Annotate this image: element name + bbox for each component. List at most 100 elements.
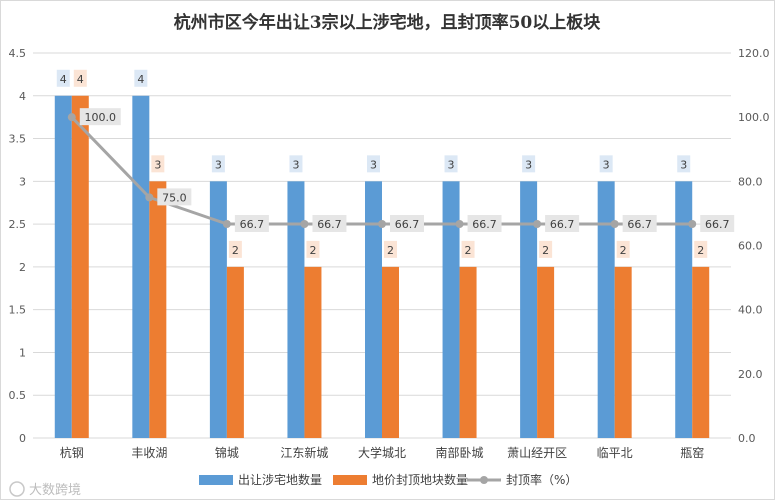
left-axis: 0 0.5 1 1.5 2 2.5 3 3.5 4 4.5 <box>9 47 27 445</box>
data-label-supply: 3 <box>292 158 299 171</box>
data-label-rate-bg <box>622 215 657 233</box>
left-tick-label: 4.5 <box>9 47 27 60</box>
data-label-supply-bg <box>444 155 458 173</box>
data-label-capped-bg <box>616 240 630 258</box>
watermark: 大数跨境 <box>9 481 81 498</box>
left-tick-label: 1 <box>19 346 26 359</box>
bar-group: 32 <box>442 155 477 439</box>
bar-capped <box>71 95 89 439</box>
data-label-supply-bg <box>289 155 303 173</box>
bar-supply <box>675 181 693 439</box>
data-label-rate: 75.0 <box>162 191 187 204</box>
line-series: 100.0 75.0 66.7 66.7 66.7 66.7 66.7 66.7 66.7 <box>67 108 735 233</box>
bar-group: 32 <box>209 155 244 439</box>
legend-swatch-supply <box>199 475 233 485</box>
bar-group: 32 <box>287 155 322 439</box>
data-label-rate-bg <box>545 215 580 233</box>
right-tick-label: 80.0 <box>738 175 763 188</box>
data-label-capped-bg <box>384 240 397 258</box>
bar-capped <box>382 266 399 438</box>
category-label: 萧山经开区 <box>507 446 567 460</box>
data-label-capped: 2 <box>309 244 316 257</box>
data-label-rate-bg <box>157 188 192 206</box>
data-label-capped-bg <box>73 69 87 87</box>
rate-point <box>300 220 309 229</box>
bar-capped <box>149 181 167 439</box>
watermark-logo-icon <box>9 481 25 497</box>
bar-group: 32 <box>365 155 399 439</box>
data-label-supply: 4 <box>137 73 144 86</box>
bar-capped <box>459 266 477 438</box>
right-tick-label: 100.0 <box>738 111 770 124</box>
data-label-supply: 4 <box>60 73 67 86</box>
bar-supply <box>597 181 615 439</box>
bar-supply <box>54 95 72 439</box>
data-label-supply-bg <box>134 69 148 87</box>
rate-point <box>455 220 464 229</box>
category-label: 丰收湖 <box>131 445 167 460</box>
legend-label-supply: 出让涉宅地数量 <box>238 472 322 487</box>
bar-capped <box>537 266 555 438</box>
data-label-rate: 66.7 <box>317 218 342 231</box>
data-label-supply-bg <box>211 155 225 173</box>
bar-group: 32 <box>675 155 710 439</box>
bar-group: 32 <box>520 155 555 439</box>
data-label-capped-bg <box>306 240 320 258</box>
left-tick-label: 2 <box>19 261 26 274</box>
legend: 出让涉宅地数量 地价封顶地块数量 封顶率（%） <box>199 472 577 487</box>
data-label-rate: 66.7 <box>395 218 420 231</box>
bar-capped <box>226 266 244 438</box>
rate-point <box>145 193 154 202</box>
data-label-capped: 2 <box>465 244 472 257</box>
rate-point <box>533 220 542 229</box>
left-tick-label: 4 <box>19 90 26 103</box>
data-label-capped: 3 <box>154 158 161 171</box>
data-label-rate: 66.7 <box>705 218 730 231</box>
bar-capped <box>614 266 632 438</box>
right-tick-label: 40.0 <box>738 304 763 317</box>
bar-supply <box>520 181 538 439</box>
data-label-supply: 3 <box>448 158 455 171</box>
bar-supply <box>442 181 460 439</box>
bar-group: 43 <box>132 69 167 439</box>
chart-title: 杭州市区今年出让3宗以上涉宅地，且封顶率50以上板块 <box>174 12 601 33</box>
data-label-supply: 3 <box>603 158 610 171</box>
data-label-rate: 66.7 <box>550 218 575 231</box>
rate-point <box>610 220 619 229</box>
data-label-rate: 66.7 <box>240 218 265 231</box>
legend-marker-rate <box>480 476 488 484</box>
legend-label-rate: 封顶率（%） <box>506 472 577 487</box>
bar-supply <box>287 181 305 439</box>
data-label-rate-bg <box>467 215 502 233</box>
data-label-rate: 100.0 <box>85 111 117 124</box>
right-tick-label: 60.0 <box>738 240 763 253</box>
rate-point <box>222 220 231 229</box>
data-label-rate-bg <box>234 215 269 233</box>
data-label-rate: 66.7 <box>627 218 652 231</box>
right-tick-label: 20.0 <box>738 368 763 381</box>
watermark-text: 大数跨境 <box>29 483 81 498</box>
left-tick-label: 1.5 <box>9 304 27 317</box>
left-tick-label: 2.5 <box>9 218 27 231</box>
data-label-rate-bg <box>312 215 347 233</box>
category-axis: 杭钢 丰收湖 锦城 江东新城 大学城北 南部卧城 萧山经开区 临平北 瓶窑 <box>60 445 704 460</box>
rate-point <box>688 220 697 229</box>
bar-supply <box>209 181 227 439</box>
data-label-supply-bg <box>56 69 70 87</box>
left-tick-label: 0 <box>19 432 26 445</box>
data-label-rate-bg <box>390 215 424 233</box>
right-tick-label: 0.0 <box>738 432 756 445</box>
data-label-capped-bg <box>228 240 242 258</box>
data-label-supply-bg <box>522 155 536 173</box>
category-label: 杭钢 <box>60 445 84 460</box>
bar-supply <box>132 95 150 439</box>
data-label-capped: 2 <box>387 244 394 257</box>
left-tick-label: 0.5 <box>9 389 27 402</box>
category-label: 临平北 <box>597 446 633 460</box>
data-label-capped-bg <box>539 240 553 258</box>
data-label-rate: 66.7 <box>472 218 497 231</box>
data-label-capped: 2 <box>697 244 704 257</box>
data-label-supply-bg <box>367 155 380 173</box>
category-label: 江东新城 <box>280 445 328 460</box>
